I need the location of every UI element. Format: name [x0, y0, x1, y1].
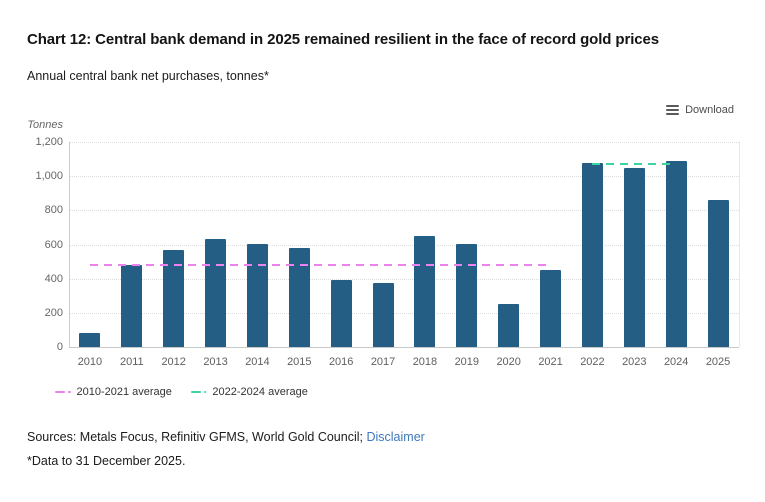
bar-2020[interactable] [498, 304, 520, 347]
legend-item-label: 2022-2024 average [212, 386, 308, 398]
chart-legend: 2010-2021 average 2022-2024 average [55, 386, 308, 398]
y-axis-tick-label: 1,200 [35, 136, 63, 148]
bar-2013[interactable] [205, 239, 227, 347]
gridline-1000 [69, 176, 739, 178]
gridline-400 [69, 278, 739, 280]
x-axis-tick-label: 2025 [705, 356, 731, 368]
y-axis-tick-label: 800 [44, 204, 63, 217]
x-axis-tick-label: 2017 [370, 356, 396, 368]
x-axis-tick-label: 2022 [580, 356, 605, 368]
chart-title: Chart 12: Central bank demand in 2025 re… [27, 31, 660, 48]
bar-2016[interactable] [330, 280, 352, 347]
download-button-label: Download [685, 104, 734, 116]
legend-dash-dot-icon [55, 390, 71, 394]
x-axis-tick-label: 2021 [538, 356, 563, 368]
gridline-600 [69, 244, 739, 246]
gridline-1200 [69, 142, 739, 143]
y-axis-tick-label: 400 [44, 272, 63, 285]
bar-2018[interactable] [414, 235, 436, 347]
x-axis-tick-label: 2010 [77, 356, 103, 368]
average-line-2022-2024 [592, 163, 677, 166]
bar-2017[interactable] [372, 282, 394, 347]
disclaimer-link[interactable]: Disclaimer [366, 430, 425, 444]
x-axis-tick-label: 2019 [454, 356, 480, 368]
x-axis-tick-label: 2023 [622, 356, 647, 368]
bar-2012[interactable] [163, 250, 185, 347]
legend-item-2022-2024-average[interactable]: 2022-2024 average [190, 386, 308, 398]
chart-subtitle: Annual central bank net purchases, tonne… [27, 69, 269, 83]
bar-2023[interactable] [623, 168, 645, 347]
x-axis-tick-label: 2016 [328, 356, 354, 368]
y-axis-tick-label: 1,000 [35, 170, 63, 183]
bar-2010[interactable] [79, 333, 101, 347]
bar-2024[interactable] [665, 161, 687, 347]
sources-text: Sources: Metals Focus, Refinitiv GFMS, W… [27, 430, 367, 444]
x-axis-tick-label: 2020 [496, 356, 521, 368]
x-axis-tick-label: 2015 [287, 356, 312, 368]
y-axis-tick-label: 200 [44, 306, 63, 319]
x-axis-tick-label: 2012 [161, 356, 186, 368]
bar-2015[interactable] [288, 248, 310, 347]
legend-item-2010-2021-average[interactable]: 2010-2021 average [55, 386, 172, 398]
bar-2019[interactable] [456, 243, 478, 347]
x-axis-tick-label: 2018 [412, 356, 438, 368]
bar-2025[interactable] [707, 199, 729, 347]
bar-2011[interactable] [121, 265, 143, 347]
gridline-200 [69, 312, 739, 314]
bar-2021[interactable] [540, 270, 562, 347]
download-menu-icon [666, 105, 680, 115]
x-axis-tick-label: 2013 [203, 356, 228, 368]
sources-line: Sources: Metals Focus, Refinitiv GFMS, W… [27, 430, 425, 444]
bar-2014[interactable] [246, 243, 268, 347]
y-axis-tick-label: 600 [44, 238, 63, 251]
average-line-2010-2021 [89, 264, 551, 266]
x-axis-tick-label: 2011 [119, 356, 144, 368]
x-axis-tick-label: 2014 [245, 356, 270, 368]
plot-right-border [739, 142, 740, 347]
gridline-800 [69, 210, 739, 212]
footnote: *Data to 31 December 2025. [27, 454, 186, 468]
legend-dash-dot-icon [190, 390, 207, 394]
bar-2022[interactable] [581, 163, 603, 347]
y-axis-tick-label: 0 [56, 341, 63, 353]
x-axis-tick-label: 2024 [663, 356, 689, 368]
download-button[interactable]: Download [664, 102, 736, 118]
y-axis-line [69, 142, 70, 347]
x-axis-line [69, 347, 739, 348]
legend-item-label: 2010-2021 average [76, 386, 172, 398]
y-axis-unit-label: Tonnes [27, 119, 63, 131]
